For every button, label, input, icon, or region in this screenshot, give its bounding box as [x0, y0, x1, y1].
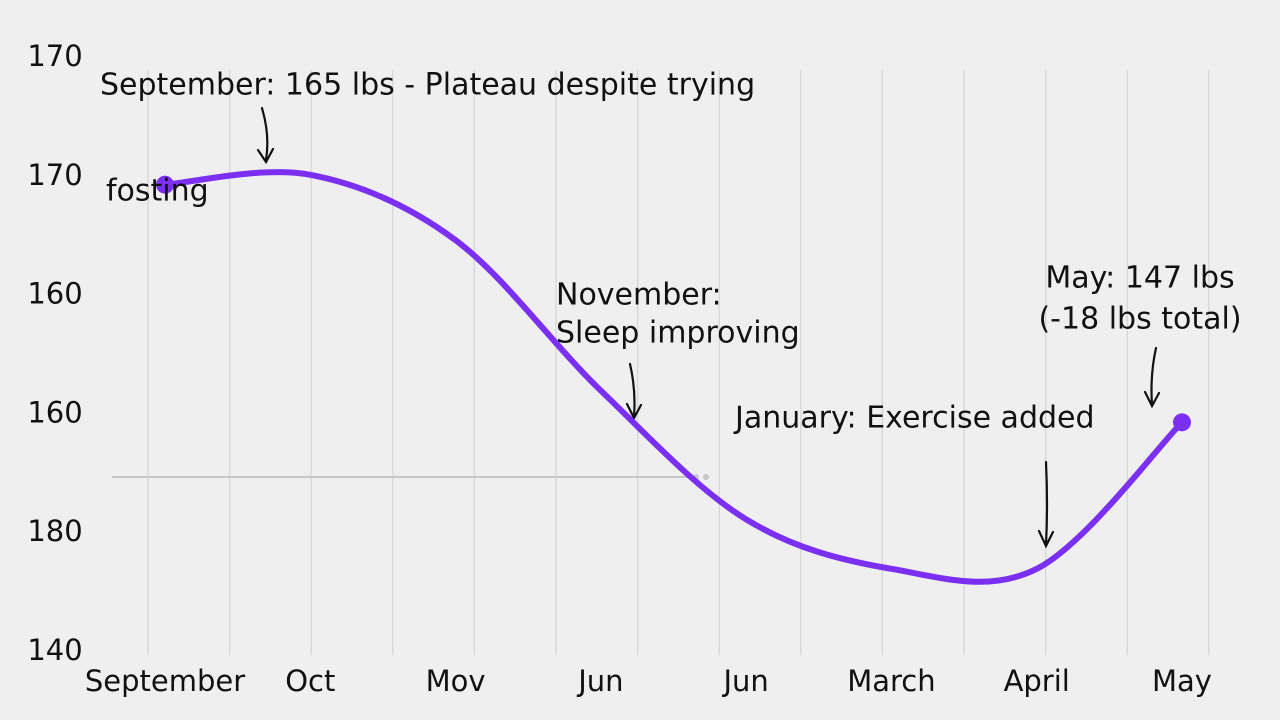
annotation: fosting — [106, 174, 209, 209]
arrow — [256, 106, 275, 165]
annotation: November: — [556, 278, 722, 313]
arrow — [1037, 460, 1055, 549]
arrow — [1143, 346, 1161, 409]
guide-dot — [703, 474, 709, 480]
end-point — [1173, 413, 1191, 432]
x-tick-label: Mov — [426, 664, 486, 698]
end-point — [156, 175, 174, 194]
x-tick-label: September — [85, 664, 245, 698]
x-tick-label: May — [1152, 664, 1212, 698]
arrow — [625, 362, 643, 421]
y-tick-label: 160 — [27, 395, 82, 429]
annotation: January: Exercise added — [733, 401, 1095, 436]
labels: 140 180 160 160 170 170 September Oct Mov Jun Jun M… — [27, 39, 1241, 698]
annotation: May: 147 lbs — [1045, 261, 1234, 296]
annotation: September: 165 lbs - Plateau despite try… — [100, 68, 755, 103]
arrows — [256, 106, 1161, 549]
y-tick-label: 170 — [27, 158, 82, 192]
x-tick-label: Oct — [285, 664, 335, 698]
x-tick-label: March — [847, 664, 935, 698]
x-tick-label: Jun — [576, 664, 623, 698]
y-tick-label: 140 — [27, 633, 82, 667]
series-line — [162, 169, 1185, 585]
y-tick-label: 170 — [27, 39, 82, 73]
vertical-grid — [147, 70, 1210, 655]
x-tick-label: Jun — [721, 664, 768, 698]
annotation: Sleep improving — [556, 316, 800, 351]
y-tick-label: 160 — [27, 277, 82, 311]
x-tick-label: April — [1004, 664, 1070, 698]
plot — [156, 169, 1191, 585]
y-tick-label: 180 — [27, 514, 82, 548]
annotation: (-18 lbs total) — [1038, 302, 1241, 337]
